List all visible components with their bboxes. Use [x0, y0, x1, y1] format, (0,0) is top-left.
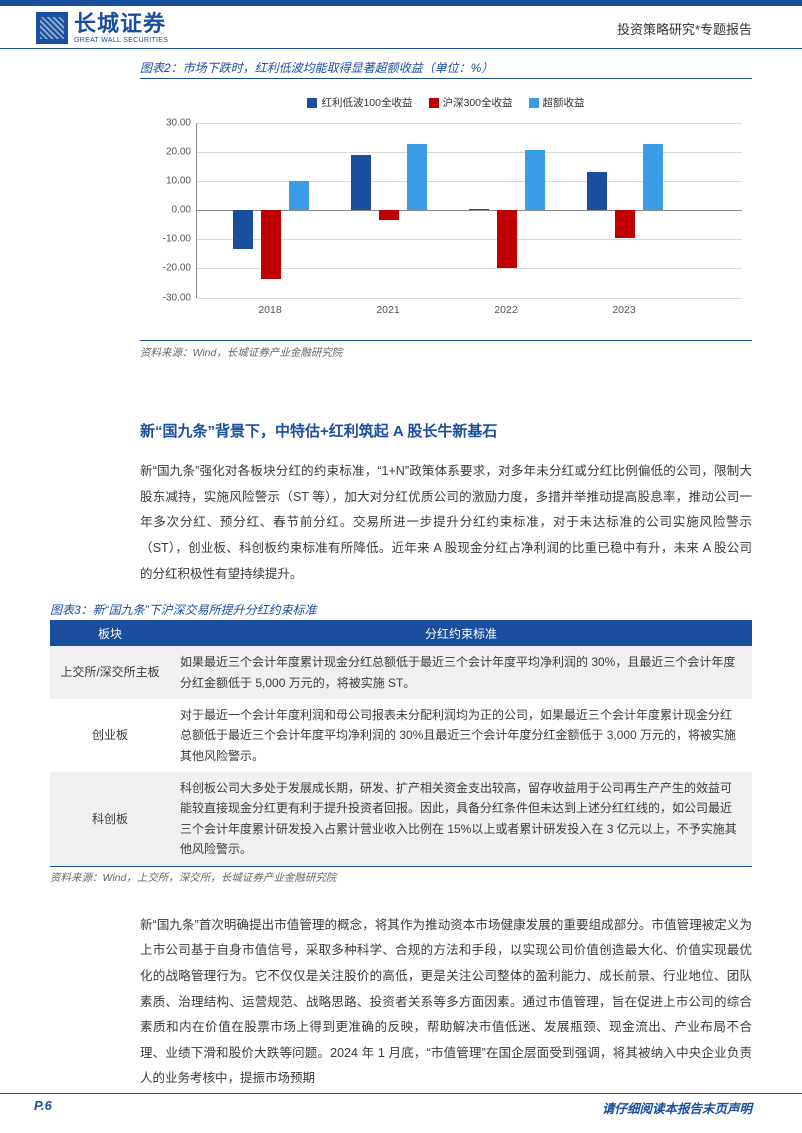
legend-swatch-icon: [307, 98, 317, 108]
page-footer: P.6 请仔细阅读本报告末页声明: [0, 1093, 802, 1133]
legend-label: 沪深300全收益: [443, 95, 513, 110]
bar: [525, 150, 545, 210]
figure-2-title: 图表2：市场下跌时，红利低波均能取得显著超额收益（单位：%）: [140, 59, 752, 79]
figure-3-title: 图表3：新“国九条”下沪深交易所提升分红约束标准: [50, 601, 752, 621]
table-row-text: 如果最近三个会计年度累计现金分红总额低于最近三个会计年度平均净利润的 30%，且…: [170, 646, 752, 699]
table-row-text: 科创板公司大多处于发展成长期，研发、扩产相关资金支出较高，留存收益用于公司再生产…: [170, 772, 752, 866]
page-number: P.6: [34, 1098, 52, 1117]
legend-label: 红利低波100全收益: [321, 95, 412, 110]
y-tick-label: 0.00: [151, 205, 191, 216]
gridline: [197, 123, 742, 124]
bar: [407, 144, 427, 210]
y-tick-label: 10.00: [151, 175, 191, 186]
table-row-label: 上交所/深交所主板: [50, 646, 170, 699]
table-row: 上交所/深交所主板如果最近三个会计年度累计现金分红总额低于最近三个会计年度平均净…: [50, 646, 752, 699]
page-header: 长城证券 GREAT WALL SECURITIES 投资策略研究*专题报告: [0, 6, 802, 49]
y-tick-label: -10.00: [151, 234, 191, 245]
bar: [351, 155, 371, 210]
x-tick-label: 2021: [343, 304, 433, 316]
chart-legend: 红利低波100全收益 沪深300全收益 超额收益: [150, 89, 742, 123]
bar: [233, 210, 253, 249]
figure-2-block: 图表2：市场下跌时，红利低波均能取得显著超额收益（单位：%） 红利低波100全收…: [140, 59, 752, 360]
footer-disclaimer: 请仔细阅读本报告末页声明: [602, 1098, 752, 1117]
bar: [379, 210, 399, 220]
figure-3-block: 图表3：新“国九条”下沪深交易所提升分红约束标准 板块 分红约束标准 上交所/深…: [50, 601, 752, 885]
legend-item: 红利低波100全收益: [307, 95, 412, 110]
x-tick-label: 2022: [461, 304, 551, 316]
y-tick-label: 20.00: [151, 146, 191, 157]
section-paragraph-1: 新“国九条”强化对各板块分红的约束标准，“1+N”政策体系要求，对多年未分红或分…: [140, 459, 752, 587]
x-tick-label: 2018: [225, 304, 315, 316]
chart-plot-area: -30.00-20.00-10.000.0010.0020.0030.00201…: [196, 123, 742, 298]
bar: [289, 181, 309, 210]
logo-english: GREAT WALL SECURITIES: [74, 37, 168, 44]
table-row-text: 对于最近一个会计年度利润和母公司报表未分配利润均为正的公司，如果最近三个会计年度…: [170, 699, 752, 772]
table-row-label: 创业板: [50, 699, 170, 772]
bar: [261, 210, 281, 279]
legend-label: 超额收益: [543, 95, 585, 110]
gridline: [197, 298, 742, 299]
header-right-text: 投资策略研究*专题报告: [617, 19, 752, 38]
x-tick-label: 2023: [579, 304, 669, 316]
legend-item: 沪深300全收益: [429, 95, 513, 110]
y-tick-label: 30.00: [151, 117, 191, 128]
bar: [469, 209, 489, 210]
y-tick-label: -30.00: [151, 292, 191, 303]
figure-3-table: 板块 分红约束标准 上交所/深交所主板如果最近三个会计年度累计现金分红总额低于最…: [50, 621, 752, 866]
table-row: 科创板科创板公司大多处于发展成长期，研发、扩产相关资金支出较高，留存收益用于公司…: [50, 772, 752, 866]
bar: [497, 210, 517, 268]
figure-3-source: 资料来源：Wind，上交所，深交所，长城证券产业金融研究院: [50, 866, 752, 885]
company-logo-icon: [36, 12, 68, 44]
bar: [615, 210, 635, 238]
table-col-0: 板块: [50, 621, 170, 646]
figure-2-chart: 红利低波100全收益沪深300全收益超额收益 -30.00-20.00-10.0…: [150, 89, 742, 334]
legend-item: 超额收益: [529, 95, 585, 110]
legend-swatch-icon: [529, 98, 539, 108]
bar: [643, 144, 663, 210]
y-tick-label: -20.00: [151, 263, 191, 274]
lower-paragraph: 新“国九条”首次明确提出市值管理的概念，将其作为推动资本市场健康发展的重要组成部…: [140, 913, 752, 1092]
logo-chinese: 长城证券: [74, 13, 168, 35]
table-row: 创业板对于最近一个会计年度利润和母公司报表未分配利润均为正的公司，如果最近三个会…: [50, 699, 752, 772]
section-heading: 新“国九条”背景下，中特估+红利筑起 A 股长牛新基石: [140, 420, 752, 441]
legend-swatch-icon: [429, 98, 439, 108]
figure-2-source: 资料来源：Wind，长城证券产业金融研究院: [140, 340, 752, 360]
table-row-label: 科创板: [50, 772, 170, 866]
bar: [587, 172, 607, 210]
logo-block: 长城证券 GREAT WALL SECURITIES: [36, 12, 168, 44]
table-col-1: 分红约束标准: [170, 621, 752, 646]
